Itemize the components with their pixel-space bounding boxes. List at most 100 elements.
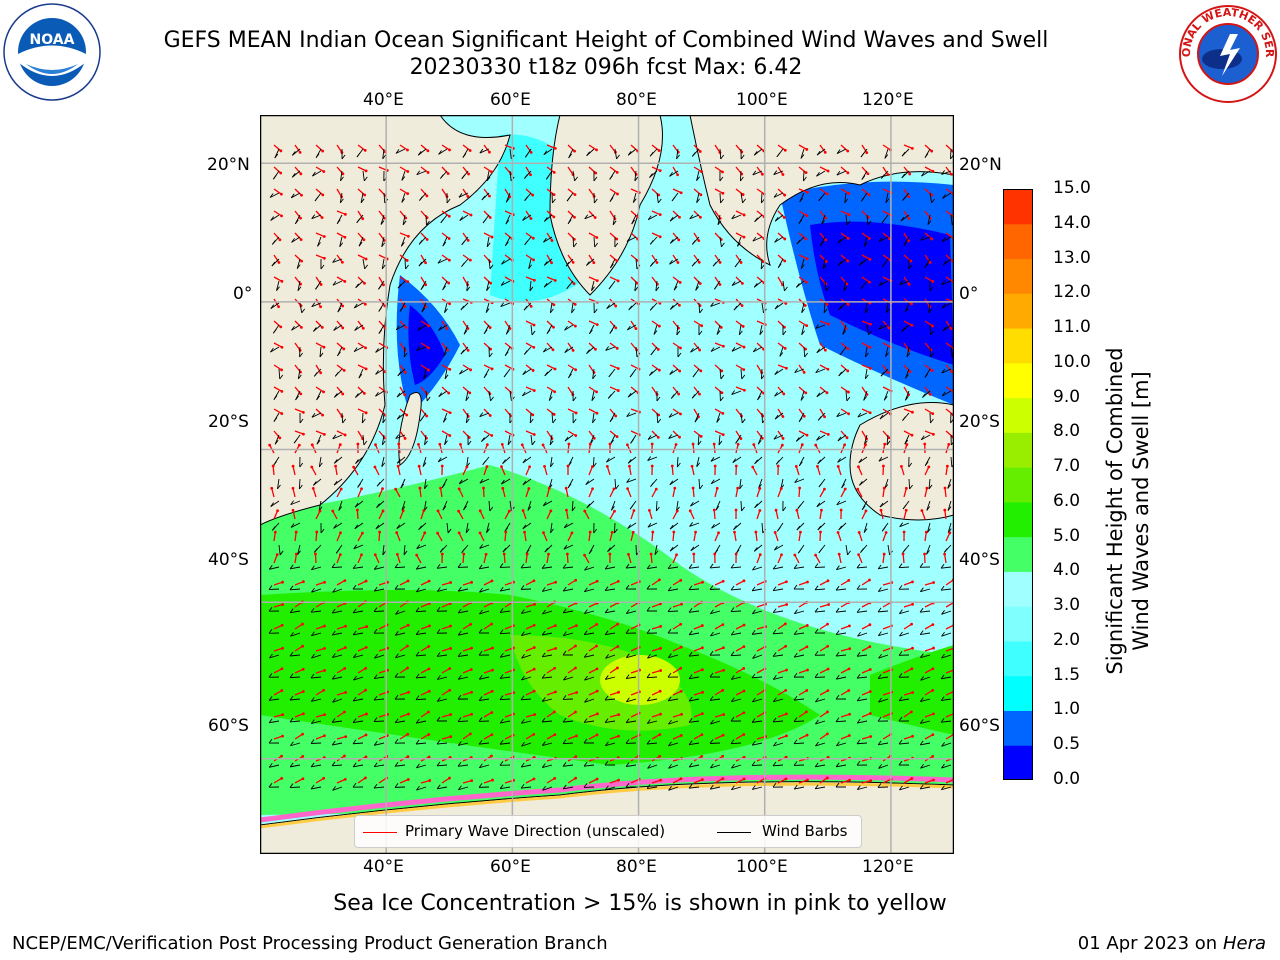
wave-direction-arrow: [924, 232, 933, 240]
wave-arrow-head: [547, 552, 550, 556]
wave-arrow-head: [291, 464, 295, 468]
wind-barb-feather: [860, 548, 864, 553]
wind-barb: [332, 698, 343, 703]
wave-direction-arrow: [292, 510, 296, 520]
wind-barb-feather: [668, 786, 672, 791]
wind-barb: [655, 500, 658, 512]
wind-barb-feather: [667, 696, 672, 702]
wind-barb-feather: [562, 739, 567, 744]
wind-barb-feather: [814, 607, 819, 613]
wind-barb: [740, 412, 743, 423]
wave-direction-arrow: [336, 602, 346, 608]
wind-barb-feather: [420, 285, 425, 290]
wave-arrow-head: [298, 151, 302, 154]
wave-direction-arrow: [420, 320, 429, 327]
wind-barb: [362, 170, 365, 181]
wind-barb-feather: [396, 392, 401, 398]
wave-direction-arrow: [798, 232, 807, 240]
wind-barb-feather: [436, 761, 441, 767]
wave-arrow-head: [679, 645, 683, 649]
wind-barb: [375, 368, 385, 375]
wave-arrow-head: [491, 646, 494, 650]
wave-arrow-head: [415, 553, 419, 557]
wind-barb: [354, 522, 364, 530]
wind-barb-feather: [774, 370, 779, 375]
wind-barb-feather: [331, 653, 336, 658]
wave-arrow-head: [740, 281, 744, 285]
wave-direction-arrow: [336, 691, 346, 696]
wind-barb: [669, 170, 679, 177]
wind-barb: [522, 368, 532, 376]
wind-barb-feather: [376, 503, 380, 508]
wave-direction-arrow: [880, 510, 884, 520]
wind-barb-feather: [523, 350, 528, 355]
wind-barb: [668, 588, 679, 592]
wind-barb-feather: [815, 741, 819, 747]
wind-barb-feather: [571, 308, 575, 314]
wave-direction-arrow: [777, 713, 787, 718]
wind-barb-feather: [486, 528, 490, 533]
wind-barb-feather: [520, 585, 525, 590]
wave-direction-arrow: [903, 444, 908, 454]
wave-arrow-head: [720, 369, 724, 373]
wave-arrow-head: [418, 486, 422, 490]
nws-logo: NATIONAL WEATHER SERVICE: [1178, 4, 1277, 103]
wind-barb-feather: [524, 174, 528, 179]
wave-direction-arrow: [756, 342, 765, 350]
wind-barb-feather: [940, 718, 945, 723]
wave-direction-arrow: [420, 232, 428, 240]
wind-barb-feather: [584, 675, 588, 681]
wave-arrow-head: [715, 486, 719, 490]
wave-arrow-head: [565, 552, 569, 556]
wave-direction-arrow: [609, 488, 615, 498]
wave-direction-arrow: [651, 488, 657, 498]
wave-direction-arrow: [567, 166, 574, 175]
wind-barb-feather: [843, 286, 848, 292]
wave-arrow-head: [322, 235, 326, 238]
wave-direction-arrow: [777, 254, 786, 262]
wind-barb-feather: [691, 393, 696, 399]
wind-barb: [311, 654, 322, 659]
wind-barb: [501, 478, 511, 485]
wind-barb-feather: [354, 326, 359, 331]
wave-direction-arrow: [944, 509, 947, 520]
wave-arrow-head: [406, 778, 410, 781]
wave-direction-arrow: [774, 532, 779, 542]
wave-direction-arrow: [903, 603, 913, 608]
wind-barb-feather: [269, 653, 273, 659]
wave-direction-arrow: [396, 532, 401, 542]
wind-barb: [815, 324, 826, 329]
wave-arrow-head: [868, 623, 872, 627]
wave-direction-arrow: [777, 342, 786, 349]
wind-barb: [737, 236, 742, 247]
wave-direction-arrow: [609, 714, 619, 718]
wind-barb: [353, 654, 364, 659]
wind-barb: [563, 632, 574, 637]
wind-barb-feather: [657, 418, 662, 424]
wind-barb-feather: [567, 219, 572, 224]
wind-barb-feather: [316, 395, 320, 401]
wave-direction-arrow: [588, 443, 591, 454]
wind-barb-feather: [751, 586, 756, 592]
wave-arrow-head: [500, 465, 503, 469]
wave-arrow-head: [930, 193, 934, 197]
wind-barb: [437, 654, 448, 657]
wind-barb-feather: [378, 285, 382, 290]
wind-barb-feather: [930, 330, 934, 336]
wave-direction-arrow: [924, 364, 933, 372]
wave-direction-arrow: [399, 430, 406, 439]
wind-barb-feather: [794, 368, 799, 373]
wind-barb-feather: [442, 285, 446, 291]
wind-barb: [360, 192, 364, 203]
wind-barb-feather: [289, 783, 294, 788]
wave-arrow-head: [364, 411, 368, 415]
wave-arrow-head: [423, 531, 427, 535]
wave-arrow-head: [552, 170, 556, 174]
wind-barb-feather: [919, 630, 924, 635]
wind-barb: [856, 742, 868, 745]
wind-barb-feather: [625, 739, 630, 744]
wave-direction-arrow: [357, 276, 365, 284]
wave-arrow-head: [553, 390, 557, 394]
wave-arrow-head: [700, 733, 704, 737]
wave-arrow-head: [868, 366, 872, 370]
